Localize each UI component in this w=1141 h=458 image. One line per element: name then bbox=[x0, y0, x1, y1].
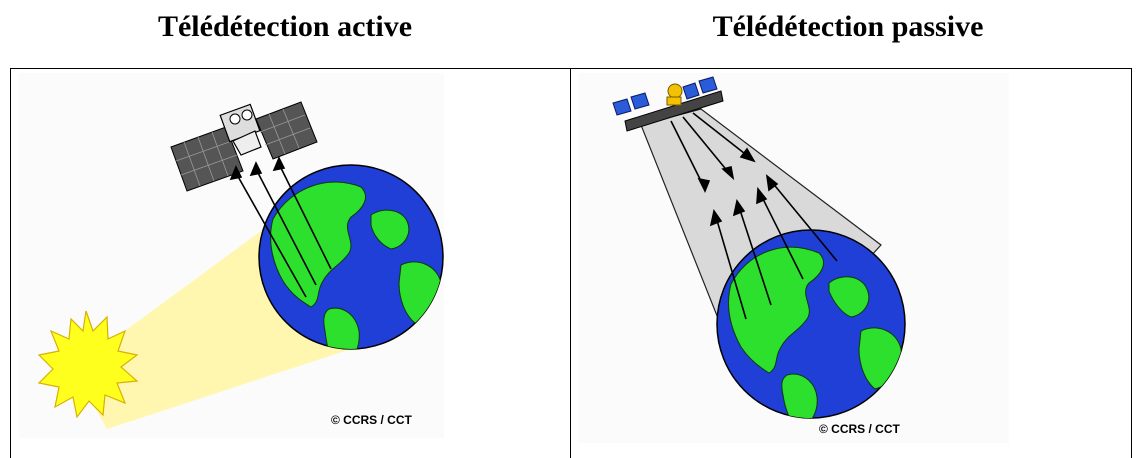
satellite-icon bbox=[170, 101, 318, 192]
reflected-signal-arrows bbox=[229, 156, 332, 298]
copyright-credit-right: © CCRS / CCT bbox=[819, 422, 901, 436]
active-sensing-illustration: © CCRS / CCT bbox=[19, 73, 444, 438]
emitted-radiation-arrows-down bbox=[670, 112, 756, 193]
reflected-radiation-arrows-up bbox=[709, 174, 838, 320]
sun-icon bbox=[37, 310, 139, 419]
passive-sensing-illustration: © CCRS / CCT bbox=[579, 73, 1009, 443]
active-sensing-panel: © CCRS / CCT bbox=[10, 68, 571, 458]
satellite-icon bbox=[612, 76, 724, 132]
active-sensing-title: Télédétection active bbox=[157, 10, 413, 43]
passive-sensing-panel: © CCRS / CCT bbox=[570, 68, 1132, 458]
copyright-credit-left: © CCRS / CCT bbox=[331, 413, 413, 427]
earth-icon bbox=[716, 229, 906, 419]
passive-sensing-title: Télédétection passive bbox=[712, 10, 984, 43]
